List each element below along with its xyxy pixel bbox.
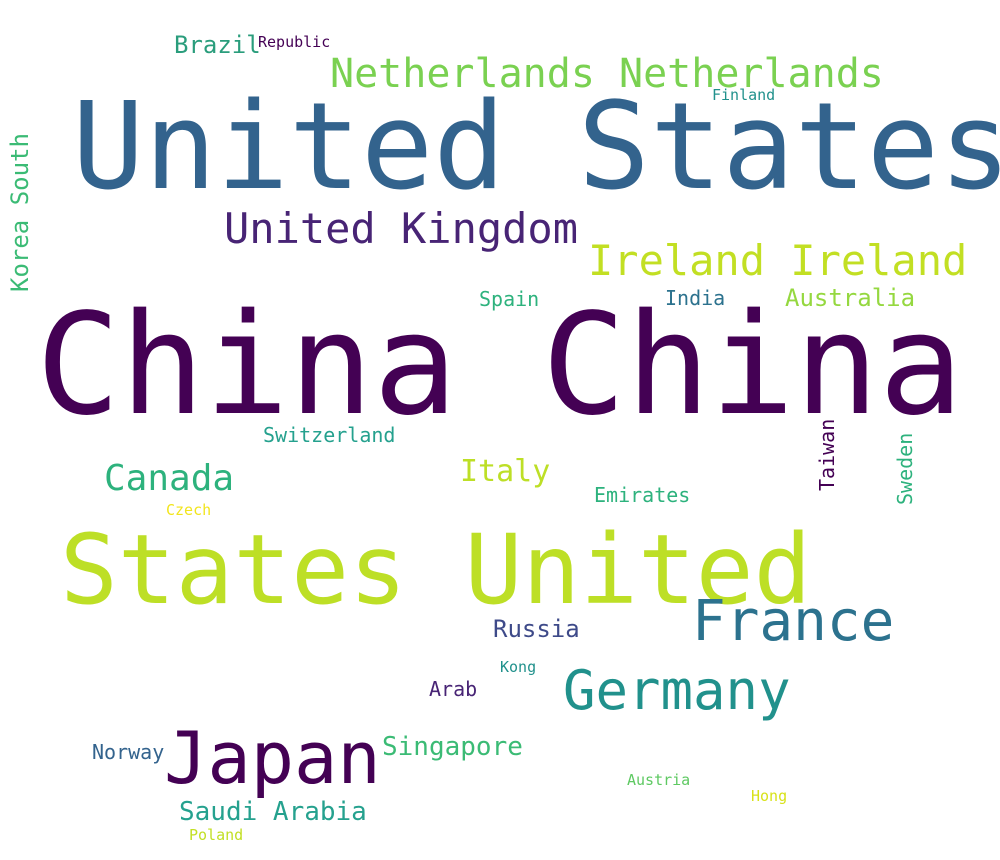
word-germany: Germany [563, 659, 791, 722]
word-russia: Russia [493, 615, 580, 643]
word-italy: Italy [460, 454, 551, 489]
word-singapore: Singapore [382, 732, 523, 762]
word-poland: Poland [189, 826, 244, 844]
word-brazil: Brazil [174, 31, 261, 59]
word-korea-south: Korea South [6, 133, 34, 292]
word-republic: Republic [258, 33, 331, 51]
word-austria: Austria [627, 771, 691, 789]
word-australia: Australia [785, 284, 916, 312]
word-arab: Arab [429, 677, 478, 701]
word-states-united: States United [60, 514, 812, 626]
word-japan: Japan [164, 716, 381, 800]
word-finland: Finland [712, 86, 776, 104]
word-czech: Czech [166, 501, 212, 519]
word-ireland-ireland: Ireland Ireland [588, 236, 968, 285]
word-sweden: Sweden [893, 432, 917, 505]
word-saudi-arabia: Saudi Arabia [179, 797, 367, 827]
word-hong: Hong [751, 787, 788, 805]
word-canada: Canada [104, 458, 235, 499]
word-emirates: Emirates [594, 483, 691, 507]
word-united-states: United States [72, 78, 1000, 217]
word-switzerland: Switzerland [263, 423, 396, 447]
word-norway: Norway [92, 740, 165, 764]
word-united-kingdom: United Kingdom [224, 204, 579, 253]
word-netherlands-netherlands: Netherlands Netherlands [330, 51, 884, 97]
word-india: India [665, 286, 726, 310]
word-spain: Spain [479, 287, 540, 311]
word-china-china: China China [36, 284, 964, 447]
word-taiwan: Taiwan [815, 418, 839, 491]
word-france: France [692, 589, 895, 654]
word-kong: Kong [500, 658, 537, 676]
